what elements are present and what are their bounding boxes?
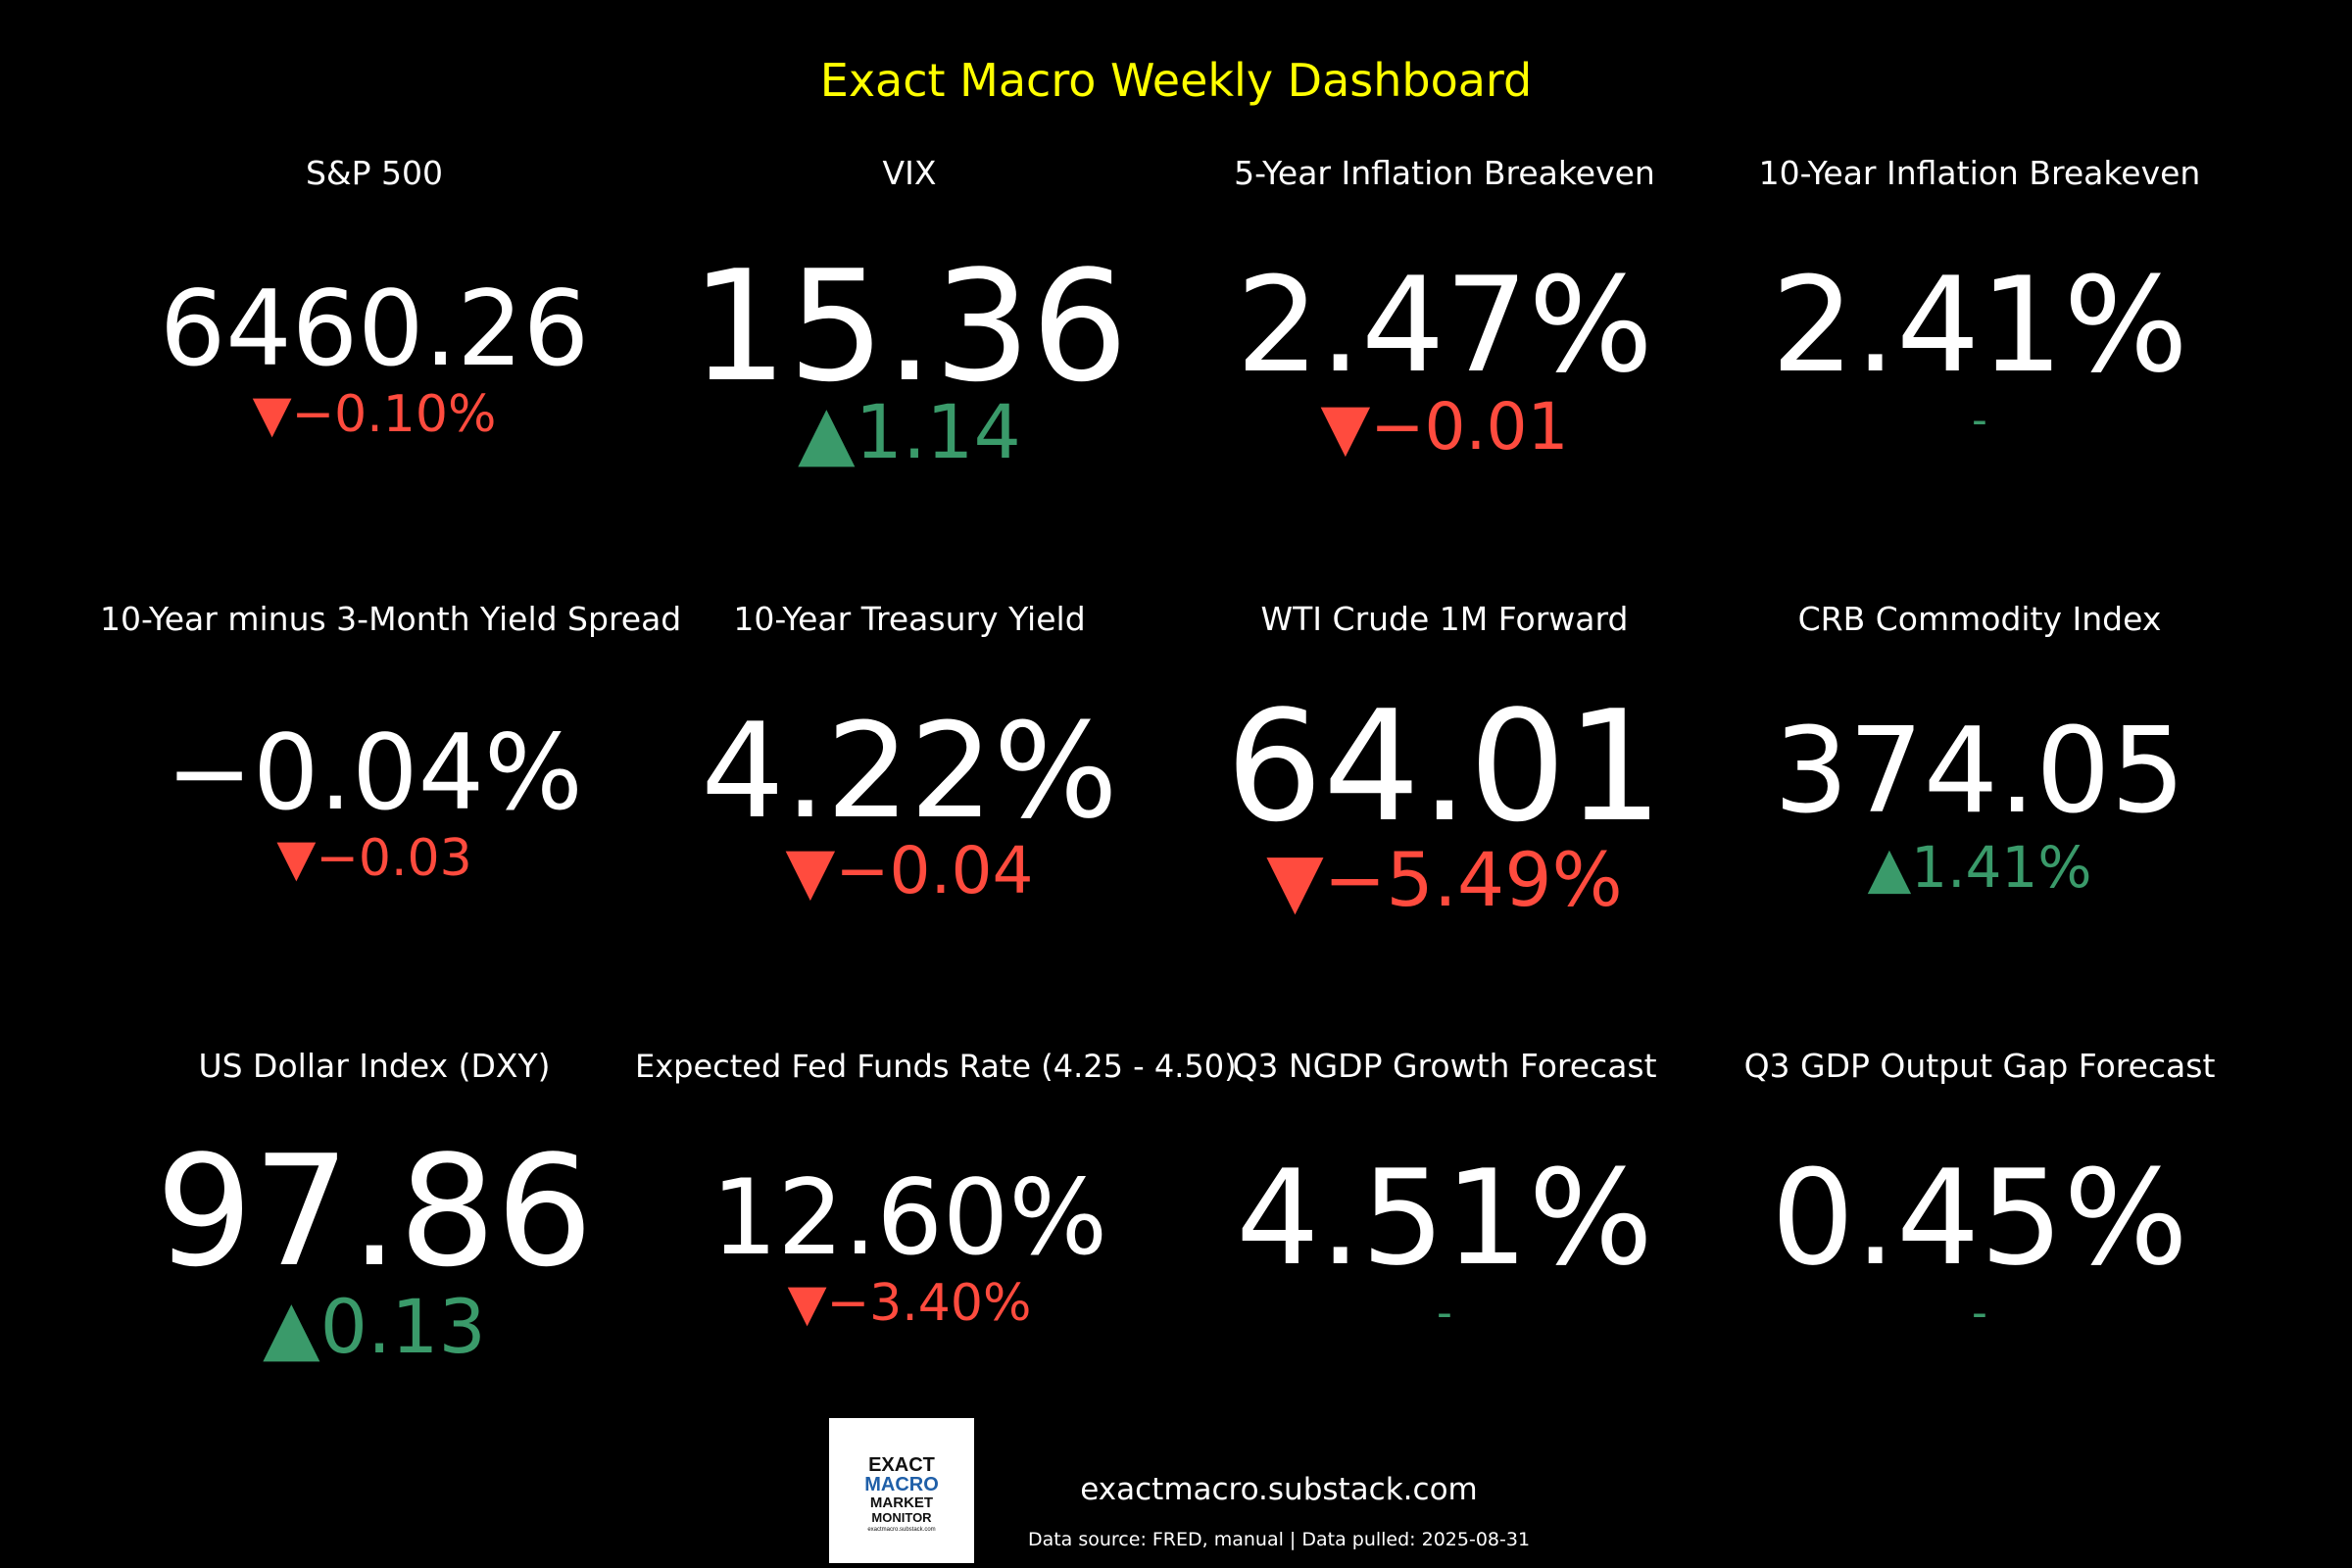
tile-ngdp-forecast: Q3 NGDP Growth Forecast 4.51% -: [1170, 1045, 1719, 1476]
tile-value: 2.41%: [1771, 249, 2188, 402]
logo-text-macro: MACRO: [864, 1474, 939, 1495]
tile-yield-spread: 10-Year minus 3-Month Yield Spread −0.04…: [100, 598, 682, 1029]
tile-label: WTI Crude 1M Forward: [1260, 600, 1629, 638]
tile-change: -: [1705, 1292, 2254, 1335]
tile-value: 64.01: [1225, 677, 1664, 856]
tile-value: 374.05: [1774, 704, 2185, 840]
change-value: −0.10%: [291, 385, 497, 444]
tile-value: 4.22%: [701, 695, 1118, 848]
down-arrow-icon: ▼: [1266, 836, 1324, 923]
tile-change: ▼−0.01: [1170, 395, 1719, 460]
footer-site-link[interactable]: exactmacro.substack.com: [1080, 1472, 1478, 1507]
tile-output-gap-forecast: Q3 GDP Output Gap Forecast 0.45% -: [1705, 1045, 2254, 1476]
change-value: 1.41%: [1911, 834, 2092, 901]
tile-10y-breakeven: 10-Year Inflation Breakeven 2.41% -: [1705, 152, 2254, 583]
change-value: −5.49%: [1323, 836, 1623, 923]
tile-sp500: S&P 500 6460.26 ▼−0.10%: [100, 152, 649, 583]
tile-change: ▼−5.49%: [1170, 843, 1719, 917]
tile-wti-crude: WTI Crude 1M Forward 64.01 ▼−5.49%: [1170, 598, 1719, 1029]
tile-label: US Dollar Index (DXY): [198, 1047, 551, 1085]
tile-label: 10-Year Inflation Breakeven: [1758, 154, 2201, 192]
down-arrow-icon: ▼: [276, 829, 317, 888]
tile-change: ▼−0.04: [635, 839, 1184, 904]
change-value: -: [1972, 395, 1987, 445]
change-value: −0.03: [316, 829, 472, 888]
up-arrow-icon: ▲: [263, 1283, 320, 1370]
change-value: -: [1437, 1288, 1452, 1338]
tile-dxy: US Dollar Index (DXY) 97.86 ▲0.13: [100, 1045, 649, 1476]
tile-5y-breakeven: 5-Year Inflation Breakeven 2.47% ▼−0.01: [1170, 152, 1719, 583]
tile-crb-commodity: CRB Commodity Index 374.05 ▲1.41%: [1705, 598, 2254, 1029]
tile-label: 5-Year Inflation Breakeven: [1234, 154, 1655, 192]
tile-value: 15.36: [690, 237, 1129, 416]
tile-value: 6460.26: [159, 269, 590, 389]
tile-change: ▲0.13: [100, 1290, 649, 1364]
tile-label: Q3 NGDP Growth Forecast: [1232, 1047, 1657, 1085]
down-arrow-icon: ▼: [1320, 389, 1371, 465]
change-value: −0.01: [1370, 389, 1569, 465]
down-arrow-icon: ▼: [787, 1274, 827, 1333]
tile-label: S&P 500: [305, 154, 444, 192]
change-value: −0.04: [835, 833, 1034, 908]
tile-value: 0.45%: [1771, 1142, 2188, 1295]
tile-change: -: [1170, 1292, 1719, 1335]
change-value: 1.14: [855, 388, 1021, 475]
tile-label: VIX: [882, 154, 937, 192]
tile-change: ▲1.41%: [1705, 839, 2254, 896]
logo-text-market: MARKET: [869, 1494, 934, 1511]
tile-change: ▲1.14: [635, 395, 1184, 469]
tile-value: 12.60%: [710, 1157, 1108, 1278]
tile-10y-treasury: 10-Year Treasury Yield 4.22% ▼−0.04: [635, 598, 1184, 1029]
tile-label: CRB Commodity Index: [1797, 600, 2162, 638]
tile-change: ▼−3.40%: [635, 1278, 1184, 1329]
down-arrow-icon: ▼: [785, 833, 836, 908]
logo-text-monitor: MONITOR: [871, 1510, 932, 1525]
up-arrow-icon: ▲: [1867, 834, 1912, 901]
tile-label: Expected Fed Funds Rate (4.25 - 4.50): [635, 1048, 1237, 1085]
down-arrow-icon: ▼: [252, 385, 292, 444]
tile-change: ▼−0.10%: [100, 389, 649, 440]
logo-text-url: exactmacro.substack.com: [867, 1527, 936, 1533]
exact-macro-logo: EXACT MACRO MARKET MONITOR exactmacro.su…: [829, 1418, 974, 1563]
change-value: 0.13: [319, 1283, 486, 1370]
tile-change: -: [1705, 399, 2254, 442]
dashboard-title: Exact Macro Weekly Dashboard: [819, 54, 1533, 107]
tile-label: 10-Year Treasury Yield: [733, 600, 1086, 638]
tile-label: Q3 GDP Output Gap Forecast: [1743, 1047, 2216, 1085]
tile-label: 10-Year minus 3-Month Yield Spread: [100, 600, 682, 638]
change-value: -: [1972, 1288, 1987, 1338]
tile-vix: VIX 15.36 ▲1.14: [635, 152, 1184, 583]
tile-change: ▼−0.03: [100, 833, 649, 884]
logo-text-exact: EXACT: [868, 1454, 935, 1476]
tile-value: 97.86: [155, 1122, 594, 1300]
tile-value: 4.51%: [1236, 1142, 1653, 1295]
change-value: −3.40%: [826, 1274, 1032, 1333]
footer-data-source: Data source: FRED, manual | Data pulled:…: [1027, 1529, 1531, 1550]
tile-value: −0.04%: [166, 712, 583, 833]
up-arrow-icon: ▲: [798, 388, 856, 475]
tile-value: 2.47%: [1236, 249, 1653, 402]
tile-fed-funds: Expected Fed Funds Rate (4.25 - 4.50) 12…: [635, 1045, 1237, 1476]
